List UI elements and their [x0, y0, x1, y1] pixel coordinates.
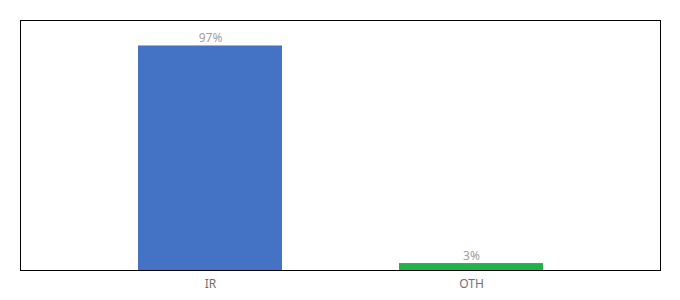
- svg-text:IR: IR: [205, 275, 217, 292]
- svg-text:OTH: OTH: [459, 275, 484, 292]
- svg-text:97%: 97%: [199, 29, 223, 46]
- svg-text:3%: 3%: [463, 247, 480, 264]
